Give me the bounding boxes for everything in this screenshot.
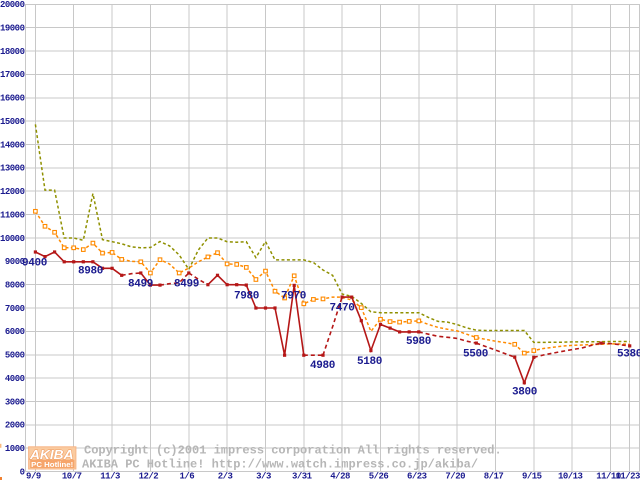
svg-text:6/23: 6/23 [407, 472, 427, 480]
svg-text:2/3: 2/3 [218, 472, 233, 480]
svg-text:15000: 15000 [0, 117, 25, 127]
svg-text:13000: 13000 [0, 164, 25, 174]
svg-text:5380: 5380 [617, 349, 640, 361]
svg-text:8980: 8980 [78, 266, 103, 278]
svg-text:9/15: 9/15 [522, 472, 542, 480]
svg-text:AKIBA PC Hotline! http://www.: AKIBA PC Hotline! http://www.watch.impre… [82, 458, 478, 472]
svg-text:9/9: 9/9 [26, 472, 41, 480]
svg-text:11/10: 11/10 [596, 472, 621, 480]
svg-text:8499: 8499 [128, 279, 153, 291]
svg-text:12000: 12000 [0, 187, 25, 197]
svg-text:5000: 5000 [5, 351, 25, 361]
svg-text:Copyright (c)2001 impress corp: Copyright (c)2001 impress corporation Al… [84, 444, 502, 458]
svg-text:2000: 2000 [5, 421, 25, 431]
svg-text:9000: 9000 [5, 257, 25, 267]
svg-text:20000: 20000 [0, 0, 25, 10]
svg-text:17000: 17000 [0, 70, 25, 80]
svg-text:7470: 7470 [330, 303, 355, 315]
svg-text:11000: 11000 [0, 210, 25, 220]
svg-text:5180: 5180 [357, 356, 382, 368]
svg-text:PC Hotline!: PC Hotline! [31, 460, 73, 469]
svg-text:1/6: 1/6 [179, 472, 194, 480]
svg-text:10/13: 10/13 [558, 472, 583, 480]
svg-text:10/7: 10/7 [62, 472, 82, 480]
svg-text:7/20: 7/20 [445, 472, 465, 480]
svg-text:AKIBA: AKIBA [29, 447, 74, 462]
svg-text:3800: 3800 [512, 387, 537, 399]
svg-text:3/3: 3/3 [256, 472, 271, 480]
svg-text:19000: 19000 [0, 24, 25, 34]
svg-text:5980: 5980 [406, 336, 431, 348]
svg-text:0: 0 [20, 467, 25, 477]
svg-text:5500: 5500 [463, 349, 488, 361]
svg-text:8/17: 8/17 [484, 472, 504, 480]
svg-text:4/28: 4/28 [330, 472, 350, 480]
svg-text:5/26: 5/26 [369, 472, 389, 480]
svg-text:11/23: 11/23 [615, 472, 640, 480]
svg-text:8499: 8499 [174, 279, 199, 291]
svg-text:3000: 3000 [5, 397, 25, 407]
svg-text:7970: 7970 [281, 291, 306, 303]
svg-text:18000: 18000 [0, 47, 25, 57]
svg-text:9400: 9400 [22, 258, 47, 270]
svg-text:16000: 16000 [0, 94, 25, 104]
svg-text:14000: 14000 [0, 140, 25, 150]
svg-text:6000: 6000 [5, 327, 25, 337]
svg-text:7980: 7980 [234, 291, 259, 303]
svg-text:11/3: 11/3 [100, 472, 120, 480]
svg-text:7000: 7000 [5, 304, 25, 314]
svg-text:12/2: 12/2 [139, 472, 159, 480]
svg-text:3/31: 3/31 [292, 472, 313, 480]
svg-text:4000: 4000 [5, 374, 25, 384]
svg-text:1000: 1000 [5, 444, 25, 454]
svg-text:10000: 10000 [0, 234, 25, 244]
svg-text:8000: 8000 [5, 281, 25, 291]
svg-text:4980: 4980 [310, 360, 335, 372]
